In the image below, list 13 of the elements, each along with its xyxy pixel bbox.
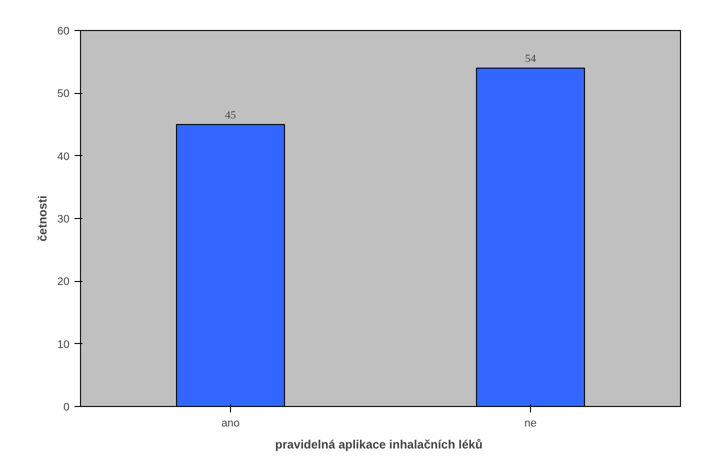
y-tick-label: 60 <box>57 26 70 38</box>
y-tick-label: 40 <box>57 150 70 163</box>
y-tick-label: 0 <box>63 402 70 414</box>
data-label: 54 <box>525 53 536 66</box>
y-tick-label: 30 <box>57 214 70 226</box>
y-tick-label: 50 <box>57 88 70 100</box>
data-label: 45 <box>225 110 236 122</box>
x-tick-label: ne <box>524 418 537 430</box>
x-tick-label: ano <box>221 418 240 430</box>
y-tick-label: 10 <box>57 338 70 351</box>
y-tick-label: 20 <box>57 276 70 288</box>
x-axis-title: pravidelná aplikace inhalačních léků <box>275 438 483 452</box>
y-axis-title: četnosti <box>35 195 50 242</box>
